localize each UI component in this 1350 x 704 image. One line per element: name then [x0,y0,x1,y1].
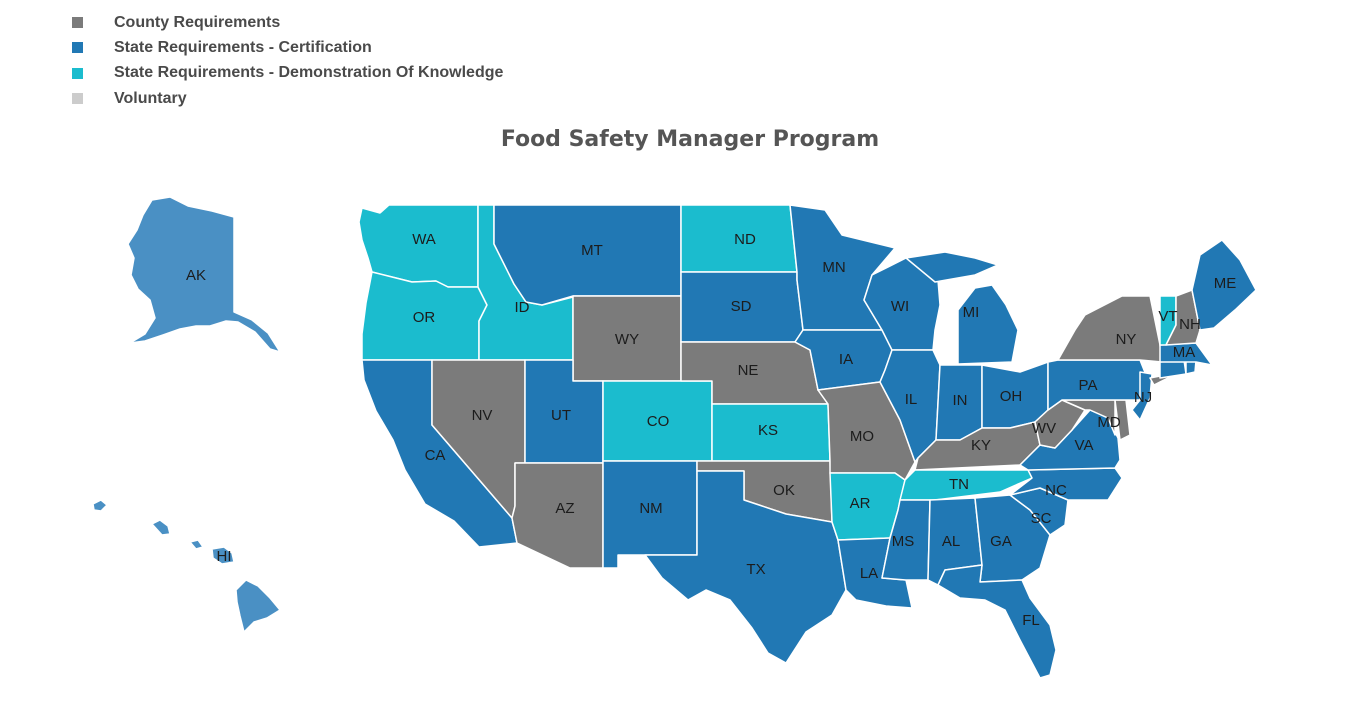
state-label-hi: HI [217,548,232,565]
legend-item-certification[interactable]: State Requirements - Certification [72,35,503,60]
state-me[interactable] [1191,239,1257,331]
legend-item-demonstration[interactable]: State Requirements - Demonstration Of Kn… [72,61,503,86]
state-label-ia: IA [839,351,853,368]
state-label-ma: MA [1173,344,1196,361]
state-label-ks: KS [758,422,778,439]
state-label-ny: NY [1116,331,1137,348]
legend-swatch-certification [72,42,83,54]
state-label-wi: WI [891,298,909,315]
state-label-ok: OK [773,482,795,499]
state-il[interactable] [879,349,941,463]
state-label-nd: ND [734,231,756,248]
legend-item-voluntary[interactable]: Voluntary [72,86,503,111]
state-label-fl: FL [1022,612,1040,629]
legend-swatch-county [72,17,83,29]
state-hi[interactable] [92,499,281,633]
state-label-nc: NC [1045,482,1067,499]
state-label-co: CO [647,413,670,430]
state-label-nv: NV [472,407,493,424]
state-label-tn: TN [949,476,969,493]
state-label-nj: NJ [1134,389,1152,406]
map-title: Food Safety Manager Program [500,127,880,152]
state-label-wy: WY [615,331,639,348]
legend-swatch-demonstration [72,67,83,79]
state-label-mn: MN [822,259,845,276]
legend-label: State Requirements - Demonstration Of Kn… [114,64,504,82]
state-label-az: AZ [555,500,574,517]
state-label-ca: CA [425,447,446,464]
state-label-ky: KY [971,437,991,454]
state-ak[interactable] [127,196,281,353]
state-nj[interactable] [1131,371,1153,421]
state-label-sc: SC [1031,510,1052,527]
state-label-ar: AR [850,495,871,512]
state-label-in: IN [953,392,968,409]
state-tx[interactable] [644,470,847,664]
state-label-nh: NH [1179,316,1201,333]
state-label-ne: NE [738,362,759,379]
state-label-nm: NM [639,500,662,517]
legend-label: State Requirements - Certification [114,38,372,56]
state-label-or: OR [413,309,436,326]
legend: County Requirements State Requirements -… [72,10,503,111]
legend-item-county[interactable]: County Requirements [72,10,503,35]
state-label-pa: PA [1079,377,1098,394]
state-label-vt: VT [1158,308,1177,325]
state-label-va: VA [1075,437,1094,454]
legend-label: County Requirements [114,13,281,31]
state-label-mi: MI [963,304,980,321]
state-label-la: LA [860,565,878,582]
state-label-il: IL [905,391,918,408]
state-label-mo: MO [850,428,874,445]
state-label-wa: WA [412,231,436,248]
state-label-al: AL [942,533,960,550]
state-label-tx: TX [746,561,765,578]
state-label-id: ID [515,299,530,316]
state-label-mt: MT [581,242,603,259]
legend-label: Voluntary [114,89,187,107]
state-label-ga: GA [990,533,1012,550]
state-label-md: MD [1097,414,1120,431]
state-mi[interactable] [905,251,1019,365]
state-label-sd: SD [731,298,752,315]
state-label-ut: UT [551,407,571,424]
state-label-wv: WV [1032,420,1056,437]
state-nc[interactable] [1009,467,1123,501]
state-label-ak: AK [186,267,206,284]
legend-swatch-voluntary [72,93,83,105]
state-label-me: ME [1214,275,1237,292]
state-label-ms: MS [892,533,915,550]
state-label-oh: OH [1000,388,1023,405]
state-fl[interactable] [937,564,1057,679]
